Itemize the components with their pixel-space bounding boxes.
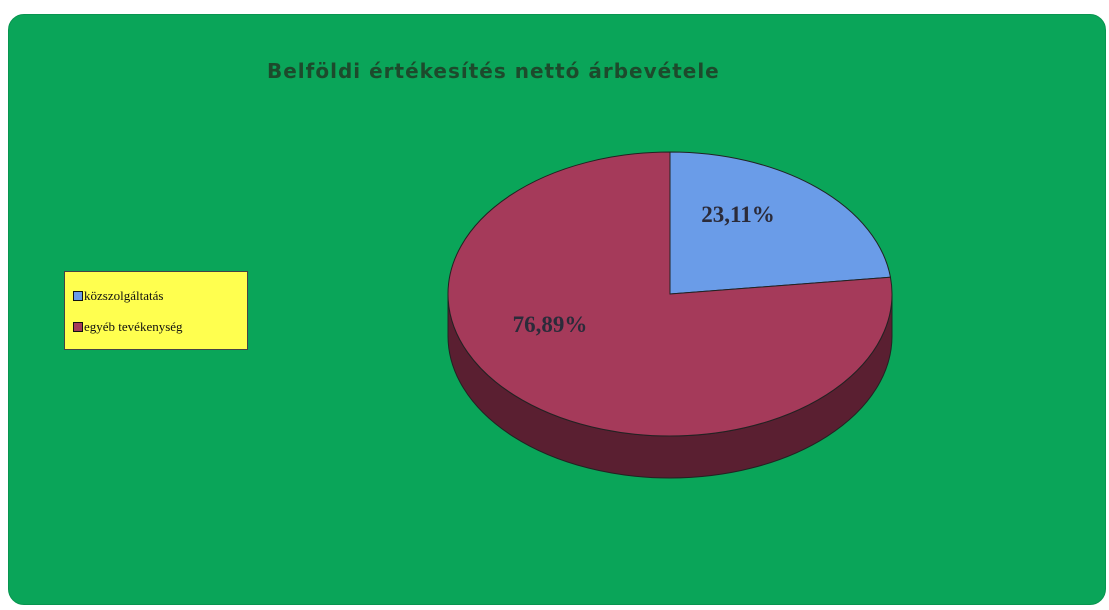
legend-item-kozszolgaltatas: közszolgáltatás xyxy=(73,286,163,306)
pie-slice-1 xyxy=(447,151,893,437)
legend-item-egyeb-tevekenyseg: egyéb tevékenység xyxy=(73,317,183,337)
chart-title: Belföldi értékesítés nettó árbevétele xyxy=(267,59,720,83)
legend-label-kozszolgaltatas: közszolgáltatás xyxy=(84,288,164,303)
pie-slice-0 xyxy=(669,151,892,295)
legend-swatch-kozszolgaltatas xyxy=(73,291,83,301)
legend: közszolgáltatás egyéb tevékenység xyxy=(64,271,248,350)
pie-data-label-1: 76,89% xyxy=(513,312,588,337)
legend-swatch-egyeb-tevekenyseg xyxy=(73,322,83,332)
legend-label-egyeb-tevekenyseg: egyéb tevékenység xyxy=(84,319,183,334)
pie-data-label-0: 23,11% xyxy=(701,202,774,227)
